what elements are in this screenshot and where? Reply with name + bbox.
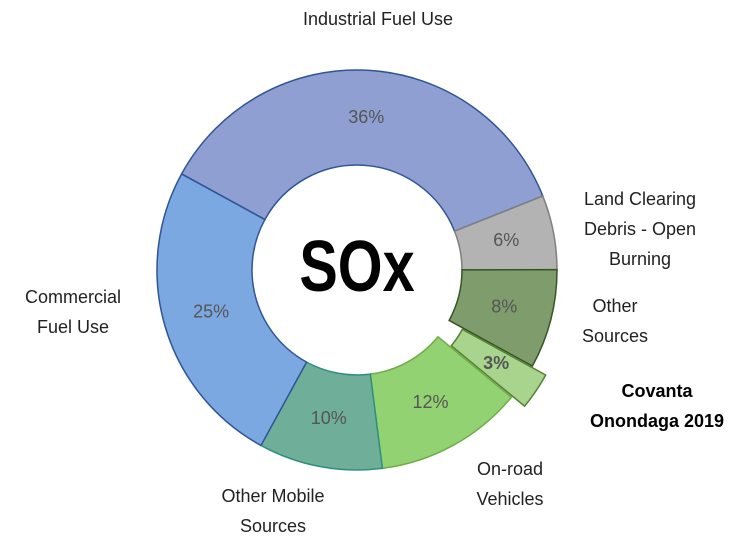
donut-slice xyxy=(156,172,308,447)
value-label: 36% xyxy=(348,107,384,127)
value-label: 25% xyxy=(193,301,229,321)
category-label: Industrial Fuel Use xyxy=(303,9,453,29)
donut-slice xyxy=(448,268,558,368)
category-label: Land Clearing xyxy=(584,189,696,209)
category-label: Commercial xyxy=(25,287,121,307)
donut-slice xyxy=(180,69,544,233)
category-label: Burning xyxy=(609,249,671,269)
category-label: Debris - Open xyxy=(584,219,696,239)
value-label: 8% xyxy=(491,296,517,316)
value-label: 3% xyxy=(483,353,509,373)
category-label: Sources xyxy=(240,516,306,536)
category-label: Vehicles xyxy=(476,489,543,509)
category-label: Fuel Use xyxy=(37,317,109,337)
value-label: 10% xyxy=(311,408,347,428)
donut-slice xyxy=(450,328,547,408)
category-label: Other Mobile xyxy=(221,486,324,506)
center-label: SOx xyxy=(299,226,414,307)
category-label: Other xyxy=(592,296,637,316)
category-label: On-road xyxy=(477,459,543,479)
category-label: Onondaga 2019 xyxy=(590,411,724,431)
value-label: 6% xyxy=(493,230,519,250)
category-label: Covanta xyxy=(621,381,693,401)
value-label: 12% xyxy=(412,392,448,412)
category-label: Sources xyxy=(582,326,648,346)
